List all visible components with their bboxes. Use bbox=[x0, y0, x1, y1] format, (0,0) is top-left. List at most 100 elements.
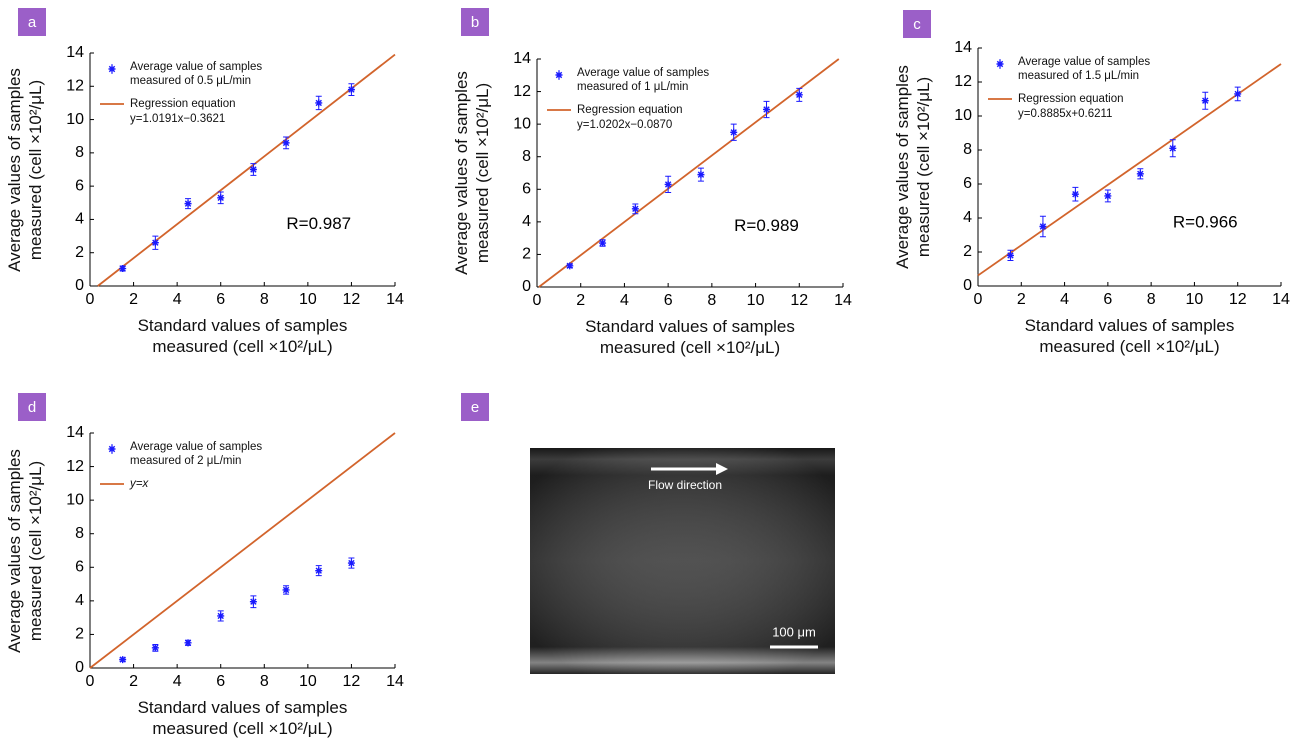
annotation: R=0.966 bbox=[1173, 213, 1238, 232]
x-tick-label: 0 bbox=[533, 292, 542, 309]
x-tick-label: 14 bbox=[1272, 291, 1290, 308]
y-tick-label: 4 bbox=[522, 213, 531, 230]
x-tick-label: 6 bbox=[216, 673, 225, 690]
y-tick-label: 10 bbox=[66, 491, 84, 508]
x-tick-label: 2 bbox=[129, 291, 138, 308]
x-tick-label: 4 bbox=[173, 673, 182, 690]
y-tick-label: 4 bbox=[75, 211, 84, 228]
data-point bbox=[1234, 90, 1241, 97]
y-tick-label: 10 bbox=[66, 111, 84, 128]
data-point bbox=[152, 239, 159, 246]
data-point bbox=[217, 194, 224, 201]
panel-label: d bbox=[28, 399, 36, 416]
y-tick-label: 8 bbox=[75, 525, 84, 542]
y-axis-label: Average values of samples measured (cell… bbox=[451, 43, 493, 303]
data-point bbox=[566, 262, 573, 269]
panel-label: a bbox=[28, 14, 37, 31]
annotation: R=0.987 bbox=[286, 214, 351, 233]
data-point bbox=[152, 644, 159, 651]
legend-equation: y=1.0202x−0.0870 bbox=[577, 118, 672, 132]
x-axis-label: Standard values of samples measured (cel… bbox=[1000, 315, 1260, 357]
y-tick-label: 14 bbox=[66, 44, 84, 61]
y-tick-label: 14 bbox=[513, 50, 531, 67]
x-tick-label: 12 bbox=[343, 291, 361, 308]
x-tick-label: 10 bbox=[299, 673, 317, 690]
data-point bbox=[1007, 252, 1014, 259]
x-axis-label: Standard values of samples measured (cel… bbox=[560, 316, 820, 358]
data-point bbox=[185, 200, 192, 207]
data-point bbox=[217, 612, 224, 619]
data-point bbox=[763, 106, 770, 113]
data-point bbox=[599, 240, 606, 247]
legend-equation: y=0.8885x+0.6211 bbox=[1018, 107, 1112, 121]
y-tick-label: 8 bbox=[522, 148, 531, 165]
chart: b0246810121402468101214R=0.989 bbox=[461, 8, 852, 309]
x-tick-label: 10 bbox=[747, 292, 765, 309]
legend-equation: y=1.0191x−0.3621 bbox=[130, 112, 225, 126]
panel-e: e Flow direction 100 μm bbox=[461, 393, 835, 674]
y-tick-label: 10 bbox=[954, 107, 972, 124]
x-tick-label: 6 bbox=[1103, 291, 1112, 308]
y-tick-label: 12 bbox=[954, 73, 972, 90]
data-point bbox=[730, 129, 737, 136]
annotation: R=0.989 bbox=[734, 216, 799, 235]
data-point bbox=[632, 205, 639, 212]
y-tick-label: 2 bbox=[75, 244, 84, 261]
y-tick-label: 6 bbox=[75, 177, 84, 194]
data-point bbox=[1104, 192, 1111, 199]
x-tick-label: 6 bbox=[664, 292, 673, 309]
x-tick-label: 4 bbox=[173, 291, 182, 308]
data-point bbox=[665, 181, 672, 188]
figure: e Flow direction 100 μm a 0 2 4 6 8 10 12 14 0 2 4 6… bbox=[0, 0, 1298, 744]
legend-label: Average value of samples measured of 1.5… bbox=[1018, 55, 1183, 83]
legend-label: Average value of samples measured of 0.5… bbox=[130, 60, 295, 88]
x-tick-label: 14 bbox=[386, 673, 404, 690]
data-point bbox=[119, 656, 126, 663]
y-axis-label: Average values of samples measured (cell… bbox=[892, 37, 934, 297]
y-tick-label: 6 bbox=[75, 559, 84, 576]
y-axis-label: Average values of samples measured (cell… bbox=[4, 40, 46, 300]
y-tick-label: 4 bbox=[963, 209, 972, 226]
legend-label: Average value of samples measured of 2 μ… bbox=[130, 440, 295, 468]
x-axis-label: Standard values of samples measured (cel… bbox=[113, 697, 373, 739]
legend-label: Average value of samples measured of 1 μ… bbox=[577, 66, 742, 94]
y-tick-label: 12 bbox=[513, 83, 531, 100]
y-tick-label: 0 bbox=[75, 659, 84, 676]
y-tick-label: 2 bbox=[75, 626, 84, 643]
data-point bbox=[250, 166, 257, 173]
x-tick-label: 14 bbox=[834, 292, 852, 309]
x-tick-label: 12 bbox=[1229, 291, 1247, 308]
data-point bbox=[283, 139, 290, 146]
data-point bbox=[1137, 170, 1144, 177]
x-tick-label: 2 bbox=[129, 673, 138, 690]
y-tick-label: 12 bbox=[66, 458, 84, 475]
x-tick-label: 10 bbox=[1186, 291, 1204, 308]
panel-label: e bbox=[471, 399, 479, 416]
x-tick-label: 4 bbox=[1060, 291, 1069, 308]
legend-label: Regression equation bbox=[577, 103, 683, 117]
y-tick-label: 10 bbox=[513, 115, 531, 132]
y-tick-label: 0 bbox=[963, 277, 972, 294]
y-tick-label: 2 bbox=[522, 246, 531, 263]
data-point bbox=[119, 265, 126, 272]
y-tick-label: 2 bbox=[963, 243, 972, 260]
data-point bbox=[697, 171, 704, 178]
y-tick-label: 8 bbox=[963, 141, 972, 158]
legend-marker bbox=[109, 446, 116, 453]
x-tick-label: 2 bbox=[576, 292, 585, 309]
x-tick-label: 0 bbox=[86, 291, 95, 308]
data-point bbox=[185, 639, 192, 646]
x-tick-label: 14 bbox=[386, 291, 404, 308]
x-tick-label: 8 bbox=[260, 291, 269, 308]
legend-marker bbox=[997, 61, 1004, 68]
x-tick-label: 8 bbox=[260, 673, 269, 690]
panel-label: b bbox=[471, 14, 479, 31]
y-tick-label: 6 bbox=[963, 175, 972, 192]
data-point bbox=[1202, 97, 1209, 104]
y-tick-label: 14 bbox=[954, 39, 972, 56]
legend-label: Regression equation bbox=[130, 97, 236, 111]
panel-label: c bbox=[913, 16, 921, 33]
legend-marker bbox=[556, 72, 563, 79]
arrow-text: Flow direction bbox=[648, 478, 722, 492]
x-tick-label: 6 bbox=[216, 291, 225, 308]
